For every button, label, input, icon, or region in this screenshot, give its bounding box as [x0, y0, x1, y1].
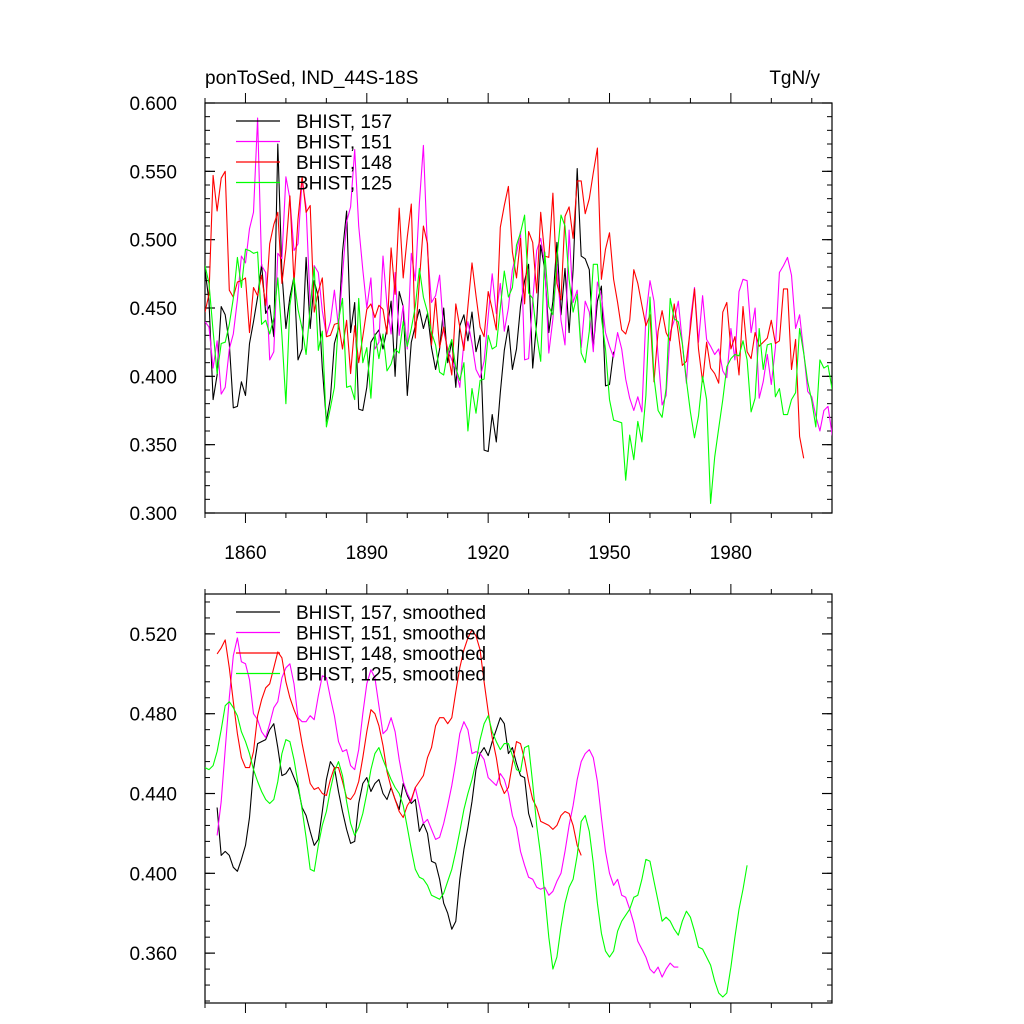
y-tick-label: 0.360: [129, 944, 177, 965]
chart-title-left: ponToSed, IND_44S-18S: [205, 68, 418, 89]
x-tick-label: 1920: [467, 543, 509, 564]
y-tick-label: 0.450: [129, 299, 177, 320]
series-line-3: [216, 629, 582, 856]
legend-label: BHIST, 148: [296, 153, 392, 174]
y-tick-label: 0.480: [129, 705, 177, 726]
x-tick-label: 1980: [710, 543, 752, 564]
legend-label: BHIST, 125, smoothed: [296, 665, 486, 686]
plot-frame: [204, 593, 833, 1004]
y-tick-label: 0.400: [129, 864, 177, 885]
top-panel-raw: 0.300 0.350 0.400 0.450 0.500 0.550 0.600 1860 1…: [129, 93, 833, 564]
series-line-2: [205, 117, 832, 437]
x-tick-label: 1860: [224, 543, 266, 564]
series-line-1: [216, 717, 534, 930]
legend-label: BHIST, 157, smoothed: [296, 603, 486, 624]
y-tick-label: 0.500: [129, 231, 177, 252]
y-tick-label: 0.520: [129, 625, 177, 646]
y-tick-label: 0.440: [129, 785, 177, 806]
x-tick-label: 1890: [346, 543, 388, 564]
series-line-4: [205, 214, 832, 504]
chart-title-right: TgN/y: [769, 68, 820, 89]
y-tick-label: 0.600: [129, 94, 177, 115]
y-tick-label: 0.350: [129, 436, 177, 457]
y-tick-label: 0.300: [129, 504, 177, 525]
series-line-2: [216, 637, 679, 978]
x-tick-label: 1950: [588, 543, 630, 564]
legend-label: BHIST, 148, smoothed: [296, 644, 486, 665]
y-tick-label: 0.400: [129, 367, 177, 388]
bottom-panel-smoothed: 0.360 0.400 0.440 0.480 0.520 BHIST, 157, smo…: [129, 584, 833, 1013]
legend-label: BHIST, 157: [296, 112, 392, 133]
legend-label: BHIST, 151: [296, 133, 392, 154]
legend-label: BHIST, 151, smoothed: [296, 624, 486, 645]
y-tick-label: 0.550: [129, 162, 177, 183]
series-line-4: [205, 701, 748, 998]
series-line-3: [205, 147, 805, 459]
legend-label: BHIST, 125: [296, 174, 392, 195]
